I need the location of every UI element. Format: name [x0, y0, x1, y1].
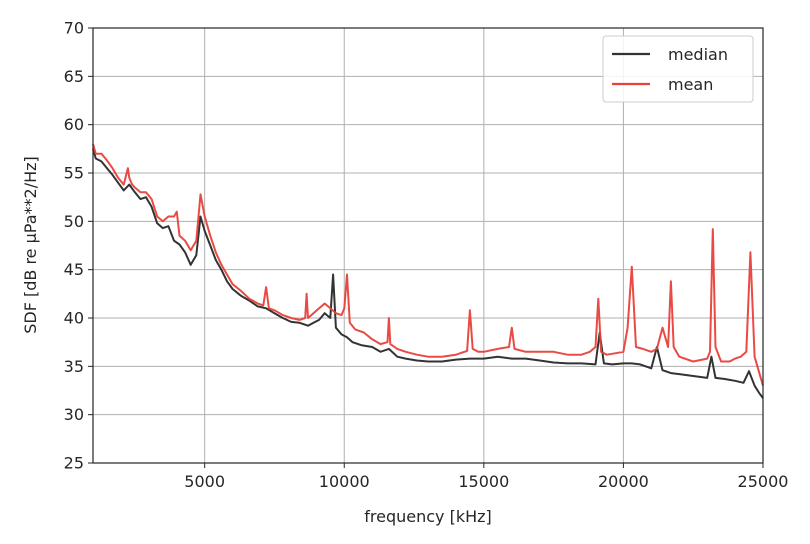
- legend-label-median: median: [668, 45, 728, 64]
- legend-label-mean: mean: [668, 75, 713, 94]
- x-tick-label: 10000: [319, 472, 370, 491]
- series-line-mean: [92, 143, 764, 386]
- y-tick-label: 30: [64, 405, 84, 424]
- y-tick-label: 45: [64, 260, 84, 279]
- axis-ticks: 5000 10000 15000 20000 25000 25 30 35 40 45 50 55 60…: [64, 19, 789, 492]
- x-tick-label: 25000: [738, 472, 789, 491]
- y-tick-label: 25: [64, 454, 84, 473]
- legend-box: [602, 35, 754, 103]
- x-tick-label: 20000: [598, 472, 649, 491]
- y-tick-label: 35: [64, 357, 84, 376]
- y-tick-label: 55: [64, 164, 84, 183]
- plot-frame: [92, 27, 764, 464]
- y-tick-label: 50: [64, 212, 84, 231]
- y-axis-label: SDF [dB re µPa**2/Hz]: [21, 156, 40, 334]
- series-layer: [92, 143, 764, 399]
- series-line-median: [92, 148, 764, 399]
- y-tick-label: 65: [64, 67, 84, 86]
- legend: median mean: [602, 35, 754, 103]
- x-tick-label: 15000: [458, 472, 509, 491]
- y-tick-label: 60: [64, 115, 84, 134]
- y-tick-label: 70: [64, 19, 84, 38]
- x-tick-label: 5000: [184, 472, 225, 491]
- y-tick-label: 40: [64, 309, 84, 328]
- x-axis-label: frequency [kHz]: [364, 507, 492, 526]
